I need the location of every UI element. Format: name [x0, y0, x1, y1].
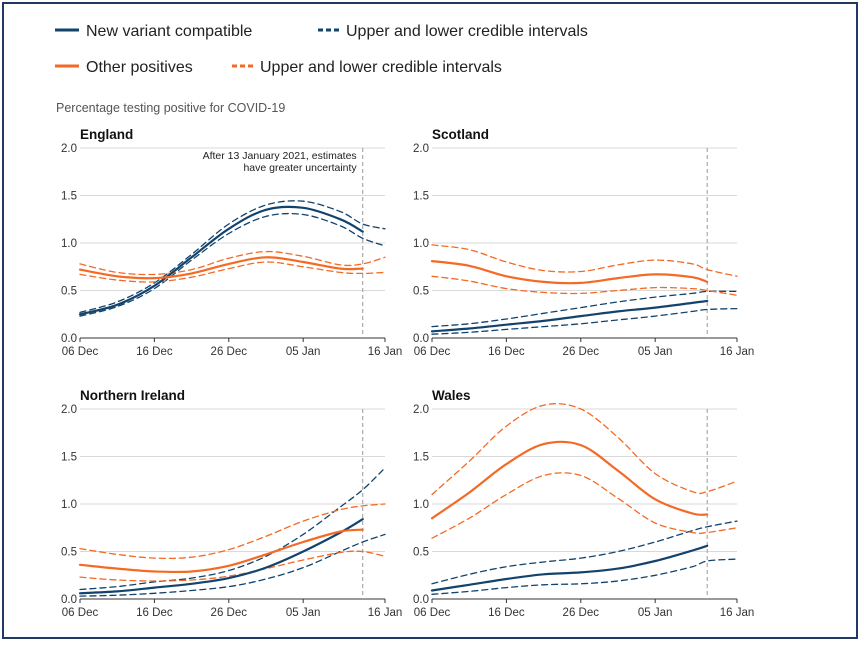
new-variant-interval-line — [79, 467, 386, 591]
panel-england: England 0.0 0.5 1.0 1.5 2.0 06 Dec 16 Dec 26 Dec… — [61, 127, 402, 358]
x-tick-label: 06 Dec — [62, 607, 99, 619]
y-tick-label: 0.0 — [61, 333, 77, 345]
y-tick-label: 0.0 — [413, 594, 429, 606]
new-variant-interval-line — [431, 290, 738, 328]
new-variant-line — [430, 544, 709, 592]
new-variant-interval-line — [79, 200, 386, 314]
x-tick-label: 16 Dec — [136, 346, 173, 358]
x-tick-label: 16 Jan — [720, 346, 755, 358]
new-variant-interval-line — [79, 212, 386, 317]
other-positives-interval-line — [79, 250, 386, 276]
uncertainty-annotation: have greater uncertainty — [243, 162, 357, 174]
new-variant-interval-line — [79, 533, 386, 597]
panel-scotland: Scotland 0.0 0.5 1.0 1.5 2.0 06 Dec 16 Dec 26 De… — [413, 127, 754, 358]
other-positives-interval-line — [431, 244, 738, 277]
y-tick-label: 1.5 — [61, 191, 77, 203]
other-positives-line — [78, 256, 364, 280]
y-tick-label: 2.0 — [61, 404, 77, 416]
y-tick-label: 2.0 — [413, 143, 429, 155]
other-positives-interval-line — [431, 472, 738, 539]
y-tick-label: 2.0 — [413, 404, 429, 416]
chart-frame — [2, 2, 858, 639]
x-tick-label: 05 Jan — [638, 346, 673, 358]
x-tick-label: 05 Jan — [638, 607, 673, 619]
x-tick-label: 06 Dec — [62, 346, 99, 358]
y-tick-label: 1.5 — [413, 452, 429, 464]
panel-wales: Wales 0.0 0.5 1.0 1.5 2.0 06 Dec 16 Dec 26 Dec 05… — [413, 388, 754, 619]
x-tick-label: 16 Dec — [488, 607, 525, 619]
y-tick-label: 1.0 — [413, 238, 429, 250]
other-positives-line — [78, 528, 364, 574]
chart-subtitle: Percentage testing positive for COVID-19 — [56, 101, 285, 115]
x-tick-label: 26 Dec — [211, 607, 248, 619]
y-tick-label: 2.0 — [61, 143, 77, 155]
other-positives-interval-line — [79, 261, 386, 283]
new-variant-interval-line — [431, 520, 738, 585]
y-tick-label: 0.5 — [413, 286, 429, 298]
y-tick-label: 1.5 — [413, 191, 429, 203]
y-tick-label: 0.5 — [61, 286, 77, 298]
x-tick-label: 26 Dec — [563, 607, 600, 619]
y-tick-label: 0.5 — [61, 547, 77, 559]
new-variant-interval-line — [431, 307, 738, 335]
x-tick-label: 26 Dec — [563, 346, 600, 358]
x-tick-label: 16 Dec — [488, 346, 525, 358]
new-variant-line — [430, 299, 709, 333]
other-positives-interval-line — [431, 403, 738, 496]
x-tick-label: 05 Jan — [286, 346, 321, 358]
legend-label-other-positives: Other positives — [86, 59, 193, 76]
y-tick-label: 0.0 — [61, 594, 77, 606]
legend-label-new-variant: New variant compatible — [86, 23, 252, 40]
x-tick-label: 16 Jan — [368, 607, 403, 619]
panel-title: Northern Ireland — [80, 388, 185, 403]
y-tick-label: 0.5 — [413, 547, 429, 559]
legend-label-new-variant-intervals: Upper and lower credible intervals — [346, 23, 588, 40]
legend: New variant compatible Upper and lower c… — [55, 23, 588, 76]
other-positives-interval-line — [79, 550, 386, 582]
x-tick-label: 06 Dec — [414, 607, 451, 619]
new-variant-line — [78, 518, 364, 595]
other-positives-interval-line — [79, 503, 386, 560]
x-tick-label: 05 Jan — [286, 607, 321, 619]
other-positives-interval-line — [431, 275, 738, 296]
legend-label-other-intervals: Upper and lower credible intervals — [260, 59, 502, 76]
panel-title: England — [80, 127, 133, 142]
panel-title: Wales — [432, 388, 471, 403]
panel-northern-ireland: Northern Ireland 0.0 0.5 1.0 1.5 2.0 06 Dec 16 … — [61, 388, 402, 619]
panel-title: Scotland — [432, 127, 489, 142]
x-tick-label: 16 Dec — [136, 607, 173, 619]
y-tick-label: 1.0 — [61, 499, 77, 511]
x-tick-label: 16 Jan — [368, 346, 403, 358]
new-variant-interval-line — [431, 558, 738, 595]
x-tick-label: 26 Dec — [211, 346, 248, 358]
y-tick-label: 0.0 — [413, 333, 429, 345]
new-variant-line — [78, 205, 364, 316]
x-tick-label: 06 Dec — [414, 346, 451, 358]
other-positives-line — [430, 260, 709, 285]
y-tick-label: 1.0 — [61, 238, 77, 250]
x-tick-label: 16 Jan — [720, 607, 755, 619]
other-positives-line — [430, 440, 709, 520]
uncertainty-annotation: After 13 January 2021, estimates — [203, 150, 357, 162]
y-tick-label: 1.5 — [61, 452, 77, 464]
y-tick-label: 1.0 — [413, 499, 429, 511]
